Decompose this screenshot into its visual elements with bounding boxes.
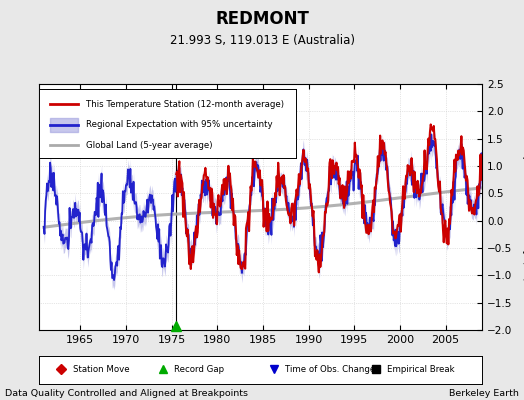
Text: REDMONT: REDMONT (215, 10, 309, 28)
Text: Data Quality Controlled and Aligned at Breakpoints: Data Quality Controlled and Aligned at B… (5, 389, 248, 398)
Y-axis label: Temperature Anomaly (°C): Temperature Anomaly (°C) (522, 133, 524, 281)
Text: 21.993 S, 119.013 E (Australia): 21.993 S, 119.013 E (Australia) (169, 34, 355, 47)
Text: Berkeley Earth: Berkeley Earth (449, 389, 519, 398)
